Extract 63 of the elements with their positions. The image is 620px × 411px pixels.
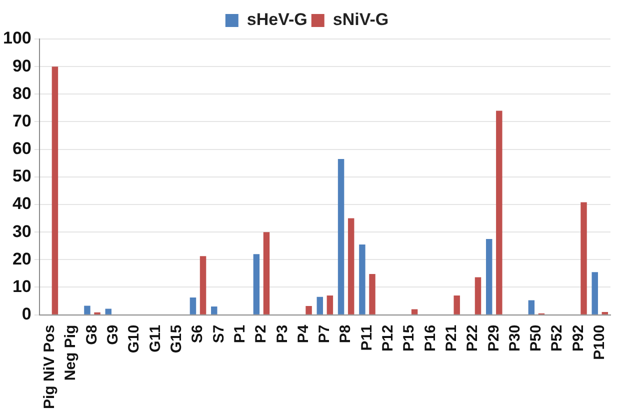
bar bbox=[52, 66, 58, 314]
bar bbox=[528, 300, 535, 314]
bar bbox=[338, 158, 344, 314]
x-tick-label: P22 bbox=[464, 324, 482, 352]
x-tick-label: P7 bbox=[316, 324, 334, 344]
x-tick-label: P8 bbox=[337, 324, 354, 344]
x-tick-label: P16 bbox=[422, 324, 439, 352]
y-tick-label: 10 bbox=[12, 276, 32, 296]
bar bbox=[84, 306, 90, 314]
y-tick-label: 20 bbox=[12, 249, 32, 268]
bar bbox=[496, 110, 502, 314]
bar bbox=[369, 274, 376, 314]
bar bbox=[105, 308, 112, 314]
y-tick-label: 0 bbox=[22, 304, 32, 324]
y-tick-label: 70 bbox=[12, 111, 32, 130]
bar bbox=[580, 202, 587, 314]
legend-label: sHeV-G bbox=[246, 10, 308, 30]
x-tick-label: P15 bbox=[400, 324, 418, 352]
x-tick-label: P4 bbox=[294, 324, 312, 344]
bar bbox=[326, 296, 334, 314]
y-tick-label: 60 bbox=[12, 139, 32, 158]
x-tick-label: P12 bbox=[380, 324, 397, 352]
x-tick-label: P29 bbox=[485, 324, 502, 352]
bar bbox=[348, 218, 354, 314]
x-tick-label: P3 bbox=[274, 324, 291, 344]
bar bbox=[592, 272, 598, 314]
x-tick-label: P92 bbox=[570, 324, 587, 352]
bar bbox=[486, 238, 492, 314]
y-tick-label: 50 bbox=[12, 166, 32, 186]
x-tick-label: G8 bbox=[83, 324, 100, 345]
x-tick-label: G11 bbox=[146, 324, 164, 352]
x-tick-label: P52 bbox=[548, 324, 566, 352]
bar bbox=[200, 256, 206, 314]
x-tick-label: P21 bbox=[442, 324, 460, 352]
bar bbox=[454, 296, 460, 314]
bar bbox=[211, 306, 218, 314]
x-tick-label: P100 bbox=[591, 324, 608, 360]
x-tick-label: P2 bbox=[252, 324, 270, 344]
x-tick-label: P50 bbox=[528, 324, 545, 352]
bar bbox=[316, 296, 324, 314]
x-tick-label: P30 bbox=[506, 324, 524, 352]
bar bbox=[306, 306, 312, 314]
x-tick-label: S6 bbox=[189, 324, 206, 344]
x-tick-label: Neg Pig bbox=[62, 324, 80, 381]
x-tick-label: Pig NiV Pos bbox=[41, 324, 58, 410]
y-tick-label: 30 bbox=[12, 222, 32, 241]
bar bbox=[190, 297, 196, 314]
y-tick-label: 80 bbox=[12, 84, 32, 103]
x-tick-label: G10 bbox=[126, 324, 143, 354]
bar bbox=[474, 277, 482, 314]
x-tick-label: P11 bbox=[358, 324, 376, 351]
x-tick-label: G15 bbox=[168, 324, 185, 354]
x-tick-label: G9 bbox=[104, 324, 122, 345]
bar bbox=[263, 232, 270, 314]
x-tick-label: S7 bbox=[210, 324, 228, 344]
x-tick-label: P1 bbox=[231, 324, 248, 344]
bar bbox=[411, 309, 418, 314]
legend-label: sNiV-G bbox=[332, 10, 389, 30]
bar bbox=[359, 244, 366, 314]
y-tick-label: 40 bbox=[12, 194, 32, 214]
bar bbox=[253, 254, 260, 314]
y-tick-label: 100 bbox=[2, 28, 32, 48]
y-tick-label: 90 bbox=[12, 56, 32, 76]
